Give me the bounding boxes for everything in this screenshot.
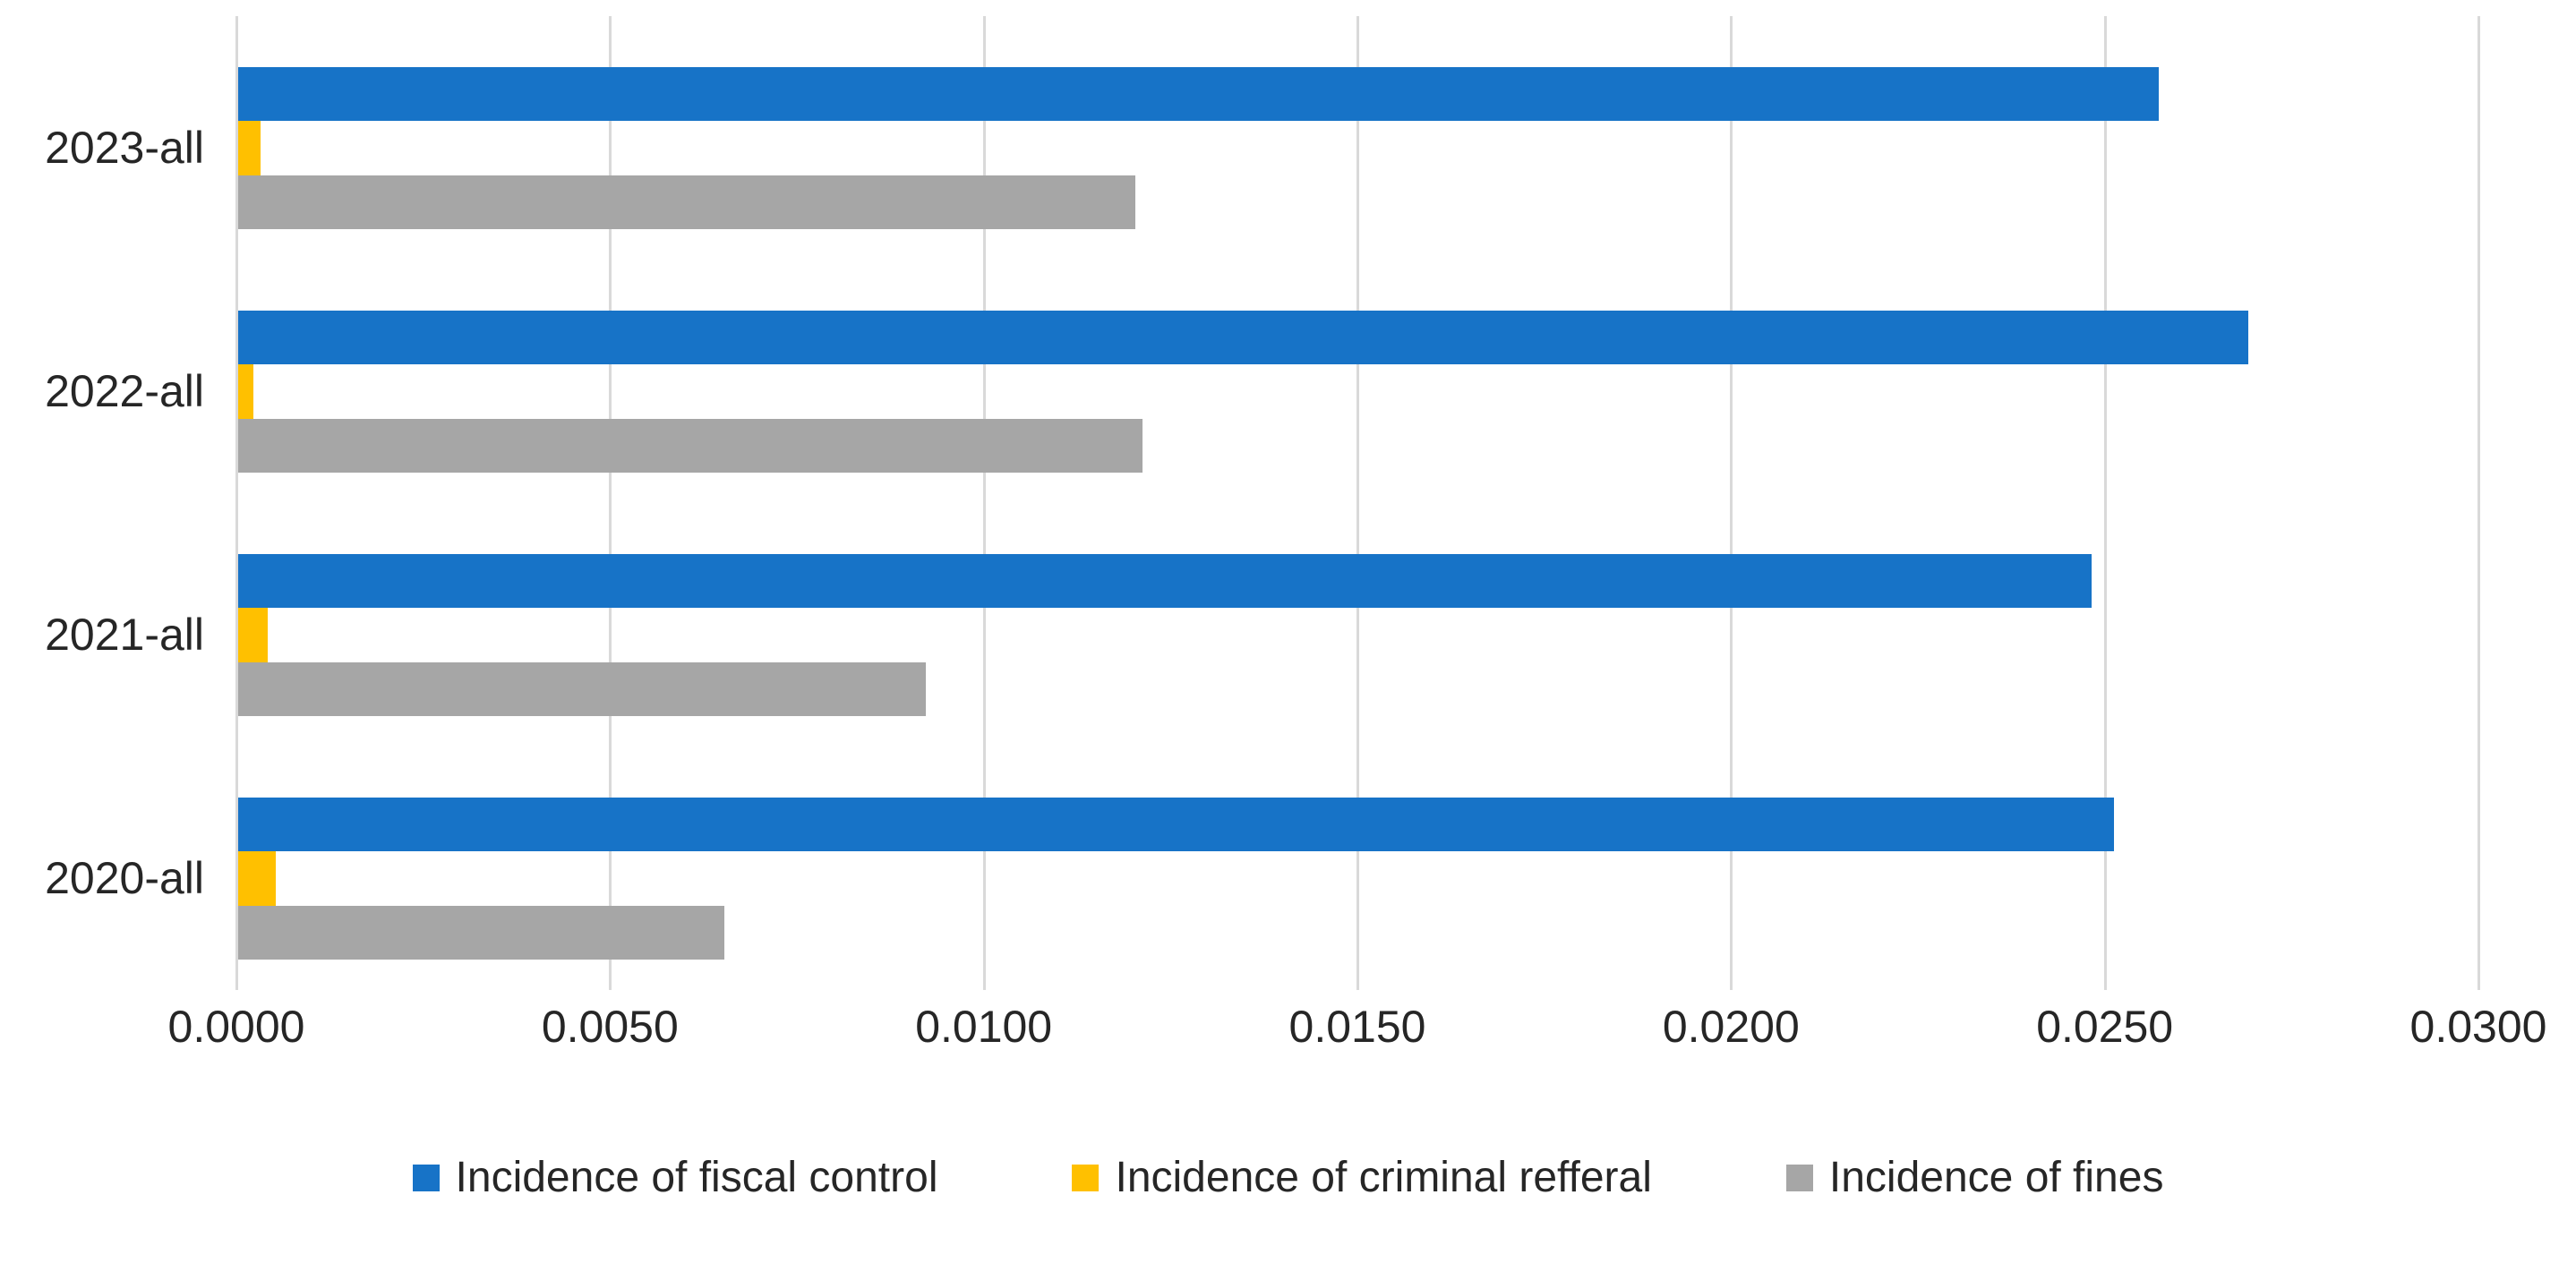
bar-series-0-category-1: [238, 311, 2249, 365]
bar-series-1-category-2: [238, 608, 269, 662]
y-axis-label: 2023-all: [45, 123, 204, 174]
axis-tick: [982, 960, 986, 990]
gridline: [1356, 16, 1359, 960]
legend-swatch-icon: [1072, 1164, 1100, 1191]
axis-tick: [1356, 960, 1359, 990]
legend-label: Incidence of fiscal control: [455, 1154, 938, 1201]
bar-series-2-category-0: [238, 175, 1135, 229]
bar-series-1-category-3: [238, 851, 276, 906]
axis-tick: [235, 960, 238, 990]
legend-swatch-icon: [1785, 1164, 1813, 1191]
legend: Incidence of fiscal control Incidence of …: [0, 1153, 2576, 1202]
y-axis-label: 2022-all: [45, 366, 204, 417]
bar-series-2-category-1: [238, 418, 1143, 473]
bar-series-0-category-3: [238, 798, 2114, 852]
gridline: [609, 16, 612, 960]
y-axis-label: 2021-all: [45, 610, 204, 661]
gridline: [1730, 16, 1733, 960]
legend-item: Incidence of criminal refferal: [1072, 1153, 1652, 1202]
x-axis-tick-label: 0.0150: [1288, 1002, 1426, 1052]
x-axis-tick-label: 0.0000: [167, 1002, 305, 1052]
legend-label: Incidence of criminal refferal: [1115, 1154, 1652, 1201]
x-axis-tick-label: 0.0300: [2409, 1002, 2547, 1052]
gridline: [982, 16, 986, 960]
legend-swatch-icon: [412, 1164, 440, 1191]
x-axis-tick-label: 0.0100: [915, 1002, 1053, 1052]
bar-series-0-category-2: [238, 554, 2092, 609]
axis-tick: [609, 960, 612, 990]
gridline: [235, 16, 238, 960]
bar-series-1-category-1: [238, 364, 253, 419]
y-axis-label: 2020-all: [45, 853, 204, 904]
x-axis-tick-label: 0.0200: [1662, 1002, 1800, 1052]
axis-tick: [2478, 960, 2480, 990]
gridline: [2103, 16, 2107, 960]
bar-series-2-category-2: [238, 661, 926, 716]
legend-item: Incidence of fines: [1785, 1153, 2164, 1202]
legend-item: Incidence of fiscal control: [412, 1153, 938, 1202]
x-axis-tick-label: 0.0050: [541, 1002, 679, 1052]
axis-tick: [1730, 960, 1733, 990]
plot-area: [235, 16, 2480, 990]
gridline: [2478, 16, 2480, 960]
bar-series-2-category-3: [238, 905, 724, 960]
legend-label: Incidence of fines: [1828, 1154, 2164, 1201]
bar-series-1-category-0: [238, 121, 261, 175]
bar-series-0-category-0: [238, 67, 2160, 122]
axis-tick: [2103, 960, 2107, 990]
x-axis-tick-label: 0.0250: [2036, 1002, 2174, 1052]
